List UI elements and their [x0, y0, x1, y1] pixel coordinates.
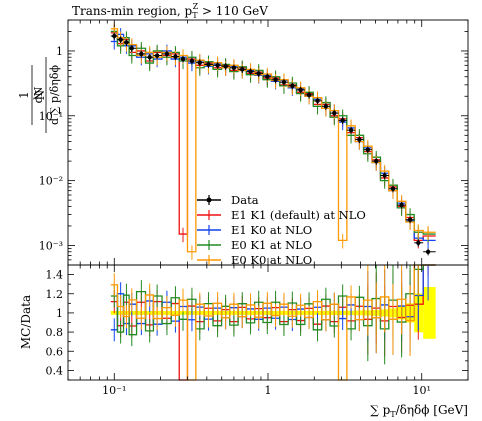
ratio-histogram-line [110, 264, 436, 381]
y-label-num2: dN [32, 86, 45, 103]
legend-label-2: E1 K0 at NLO [231, 223, 312, 237]
mc-histogram-line [110, 30, 436, 235]
series-0 [110, 32, 436, 256]
band-segment [153, 310, 163, 315]
y-tick-label: 1 [56, 45, 63, 58]
chart-title: Trans-min region, pTZ > 110 GeV [72, 2, 268, 20]
ratio-y-tick-label: 0.6 [46, 345, 64, 358]
ratio-y-tick-label: 1.4 [46, 269, 64, 282]
legend-label-4: E0 K0 at NLO [231, 253, 312, 267]
y-tick-label: 10⁻² [39, 175, 63, 188]
title-text: Trans-min region, pTZ > 110 GeV [72, 2, 268, 20]
ratio-histogram-line [110, 264, 436, 336]
y-label-den: N [33, 90, 47, 101]
ratio-y-tick-label: 1.2 [46, 288, 64, 301]
main-plot-panel [110, 22, 436, 260]
legend-label-3: E0 K1 at NLO [231, 238, 312, 252]
ratio-histogram-line [110, 264, 436, 381]
ratio-uncertainty-band [110, 287, 436, 339]
ratio-y-axis-label-group: MC/Data [19, 295, 33, 349]
y-label-num: 1 [17, 91, 31, 99]
y-label-den2: d ∑ p/δηδϕ [48, 65, 61, 125]
band-segment [423, 287, 436, 339]
legend-marker-data [206, 197, 212, 203]
y-tick-label: 10⁻¹ [39, 110, 63, 123]
ratio-plot-panel [110, 264, 436, 381]
x-tick-label: 10⁻¹ [102, 384, 126, 397]
x-tick-label: 1 [265, 384, 272, 397]
legend-label-1: E1 K1 (default) at NLO [231, 208, 366, 222]
y-axis-label-2: dN d ∑ p/δηδϕ [32, 57, 61, 133]
x-tick-label: 10¹ [413, 384, 431, 397]
ratio-series-4 [110, 264, 436, 381]
band-segment [145, 310, 154, 315]
y-tick-label: 10⁻³ [39, 239, 63, 252]
x-axis-label: ∑ pT/δηδϕ [GeV] [370, 403, 468, 419]
axis-labels: 10⁻¹ 1 10¹ 1 10⁻¹ 10⁻² 10⁻³ 0.4 0.6 0.8 1 1.2 1.4 ∑ p… [17, 19, 469, 419]
band-segment [129, 310, 137, 315]
ratio-y-axis-label: MC/Data [19, 295, 33, 349]
ratio-series-1 [110, 264, 436, 381]
ratio-y-tick-label: 0.4 [46, 364, 64, 377]
ratio-y-tick-label: 0.8 [46, 326, 64, 339]
legend-label-0: Data [231, 193, 259, 207]
ratio-y-tick-label: 1 [56, 307, 63, 320]
